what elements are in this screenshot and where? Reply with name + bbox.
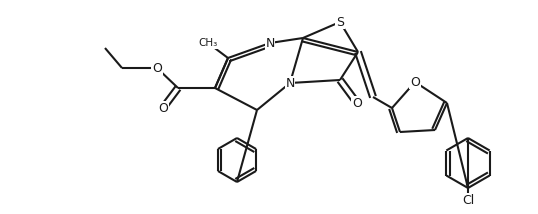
Text: O: O <box>352 97 362 110</box>
Text: N: N <box>285 76 295 89</box>
Text: CH₃: CH₃ <box>199 38 218 48</box>
Text: O: O <box>152 61 162 74</box>
Text: Cl: Cl <box>462 193 474 207</box>
Text: O: O <box>158 101 168 114</box>
Text: S: S <box>336 15 344 28</box>
Text: N: N <box>265 37 275 49</box>
Text: O: O <box>410 76 420 89</box>
